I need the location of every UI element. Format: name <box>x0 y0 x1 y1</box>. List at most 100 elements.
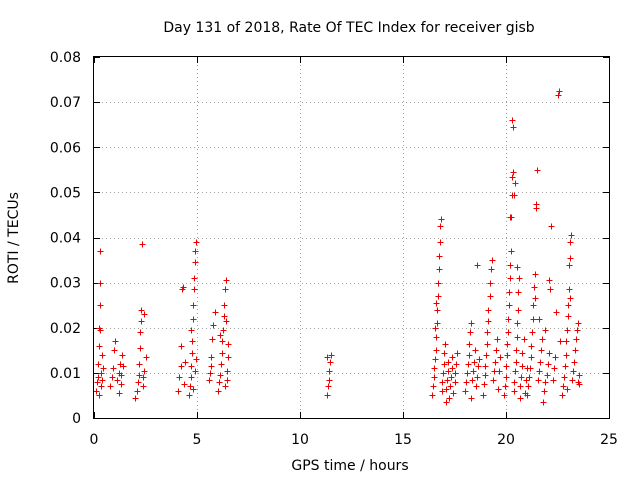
data-point <box>573 336 580 343</box>
data-point <box>225 354 232 361</box>
data-point <box>473 383 480 390</box>
data-point <box>96 343 103 350</box>
data-point <box>511 388 518 395</box>
data-point <box>517 395 524 402</box>
data-point <box>111 347 118 354</box>
data-point <box>187 383 194 390</box>
data-point <box>439 388 446 395</box>
x-tick-label: 25 <box>600 432 618 448</box>
data-point <box>481 381 488 388</box>
data-point <box>217 332 224 339</box>
y-tick-label: 0.01 <box>50 366 81 382</box>
data-point <box>468 395 475 402</box>
data-point <box>96 392 103 399</box>
data-point <box>528 354 535 361</box>
data-point <box>510 169 517 176</box>
data-point <box>190 302 197 309</box>
data-point <box>109 374 116 381</box>
data-point <box>536 316 543 323</box>
data-point <box>544 372 551 379</box>
data-point <box>485 318 492 325</box>
data-point <box>178 343 185 350</box>
y-tick-label: 0.07 <box>50 95 81 111</box>
data-point <box>564 327 571 334</box>
data-point <box>506 289 513 296</box>
data-point <box>433 334 440 341</box>
data-point <box>576 372 583 379</box>
data-point <box>95 374 102 381</box>
data-point <box>507 262 514 269</box>
data-point <box>570 368 577 375</box>
y-tick-label: 0.06 <box>50 140 81 156</box>
data-point <box>530 316 537 323</box>
data-point <box>476 356 483 363</box>
data-point <box>482 363 489 370</box>
data-point <box>325 383 332 390</box>
data-point <box>513 359 520 366</box>
data-point <box>193 239 200 246</box>
data-point <box>436 266 443 273</box>
data-point <box>575 320 582 327</box>
data-point <box>441 361 448 368</box>
data-point <box>502 383 509 390</box>
data-point <box>434 307 441 314</box>
data-point <box>441 350 448 357</box>
data-point <box>529 329 536 336</box>
data-point <box>474 374 481 381</box>
data-point <box>138 307 145 314</box>
data-point <box>493 347 500 354</box>
data-point <box>536 368 543 375</box>
data-point <box>537 359 544 366</box>
data-point <box>541 388 548 395</box>
data-point <box>189 350 196 357</box>
y-axis-label: ROTI / TECUs <box>6 192 22 284</box>
data-point <box>219 350 226 357</box>
data-point <box>191 275 198 282</box>
data-point <box>519 350 526 357</box>
data-point <box>178 363 185 370</box>
data-point <box>220 327 227 334</box>
data-point <box>535 377 542 384</box>
data-point <box>504 352 511 359</box>
data-point <box>449 365 456 372</box>
data-point <box>505 316 512 323</box>
data-point <box>567 295 574 302</box>
data-point <box>503 363 510 370</box>
data-point <box>112 338 119 345</box>
data-point <box>445 368 452 375</box>
data-point <box>143 354 150 361</box>
data-point <box>563 352 570 359</box>
data-point <box>139 241 146 248</box>
data-point <box>574 327 581 334</box>
data-point <box>136 361 143 368</box>
data-point <box>98 383 105 390</box>
data-point <box>497 354 504 361</box>
data-point <box>326 377 333 384</box>
data-point <box>176 374 183 381</box>
data-point <box>94 379 101 386</box>
data-point <box>119 352 126 359</box>
data-point <box>188 327 195 334</box>
y-tick-label: 0 <box>72 411 81 427</box>
data-point <box>553 309 560 316</box>
data-point <box>93 388 100 395</box>
data-point <box>132 395 139 402</box>
data-point <box>513 347 520 354</box>
x-tick-label: 10 <box>291 432 309 448</box>
data-point <box>326 368 333 375</box>
data-point <box>566 262 573 269</box>
chart-title: Day 131 of 2018, Rate Of TEC Index for r… <box>163 20 534 36</box>
data-point <box>430 383 437 390</box>
data-point <box>97 327 104 334</box>
data-point <box>107 383 114 390</box>
data-point <box>445 359 452 366</box>
data-point <box>532 295 539 302</box>
data-point <box>141 368 148 375</box>
data-point <box>436 253 443 260</box>
data-point <box>448 374 455 381</box>
data-point <box>546 350 553 357</box>
data-point <box>480 392 487 399</box>
data-point <box>188 363 195 370</box>
x-tick-label: 20 <box>497 432 515 448</box>
